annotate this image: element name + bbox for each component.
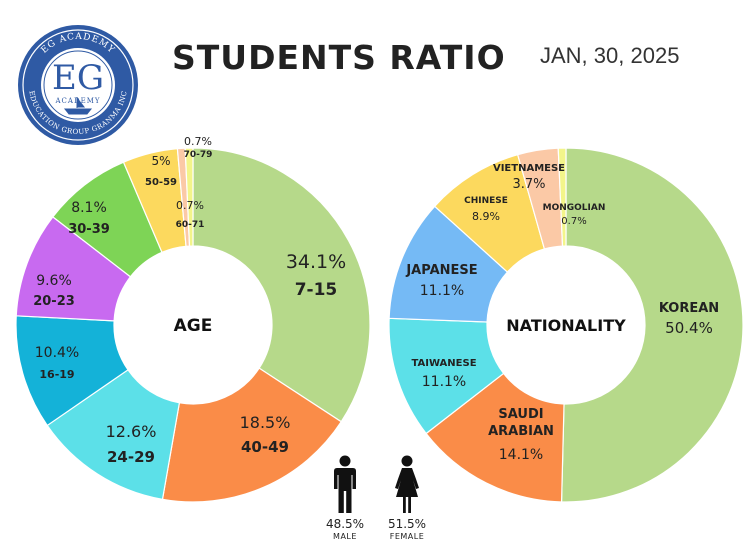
age-pct-label-24-29: 12.6% xyxy=(106,422,157,441)
nationality-pct-label-saudi-arabian: 14.1% xyxy=(499,447,543,463)
age-category-label-20-23: 20-23 xyxy=(33,294,75,309)
nationality-pct-label-japanese: 11.1% xyxy=(420,283,464,299)
age-category-label-24-29: 24-29 xyxy=(107,448,155,466)
ship-icon xyxy=(63,97,93,115)
age-pct-label-16-19: 10.4% xyxy=(35,345,79,361)
age-category-label-16-19: 16-19 xyxy=(39,368,74,381)
nationality-category-label-chinese: CHINESE xyxy=(464,196,508,206)
logo-initials: EG xyxy=(52,58,104,98)
age-pct-label-20-23: 9.6% xyxy=(36,273,72,289)
age-category-label-60-71: 60-71 xyxy=(176,220,205,230)
age-pct-label-60-71: 0.7% xyxy=(176,199,204,212)
nationality-slice-korean xyxy=(560,147,744,503)
age-slice-70-79 xyxy=(184,147,194,247)
age-category-label-70-79: 70-79 xyxy=(184,150,213,160)
male-stat: 48.5% MALE xyxy=(310,455,380,541)
age-category-label-40-49: 40-49 xyxy=(241,438,289,456)
nationality-slice-saudi-arabian xyxy=(425,372,565,503)
nationality-pct-label-chinese: 8.9% xyxy=(472,210,500,223)
female-stat: 51.5% FEMALE xyxy=(372,455,442,541)
nationality-category-label-korean: KOREAN xyxy=(659,301,719,316)
female-icon xyxy=(395,455,419,513)
nationality-center-label: NATIONALITY xyxy=(506,316,626,335)
nationality-slice-mongolian xyxy=(557,147,567,247)
female-pct: 51.5% xyxy=(387,517,427,531)
female-label: FEMALE xyxy=(389,532,425,541)
nationality-pct-label-vietnamese: 3.7% xyxy=(512,177,545,192)
nationality-category-label-taiwanese: TAIWANESE xyxy=(411,358,476,369)
nationality-category-label-vietnamese: VIETNAMESE xyxy=(493,163,565,174)
age-pct-label-7-15: 34.1% xyxy=(286,251,346,273)
nationality-category-label-japanese: JAPANESE xyxy=(405,263,477,278)
eg-academy-logo: EG ACADEMY EDUCATION GROUP GRANMA INC EG… xyxy=(18,25,138,145)
nationality-pct-label-taiwanese: 11.1% xyxy=(422,374,466,390)
age-pct-label-70-79: 0.7% xyxy=(184,135,212,148)
age-slice-40-49 xyxy=(161,367,343,503)
age-category-label-7-15: 7-15 xyxy=(295,280,338,300)
nationality-category-label-mongolian: MONGOLIAN xyxy=(543,203,606,213)
male-label: MALE xyxy=(333,532,357,541)
nationality-pct-label-mongolian: 0.7% xyxy=(561,216,586,227)
page-title: STUDENTS RATIO xyxy=(172,38,506,77)
male-pct: 48.5% xyxy=(325,517,365,531)
nationality-pct-label-korean: 50.4% xyxy=(665,319,713,337)
age-pct-label-30-39: 8.1% xyxy=(71,200,107,216)
age-donut: 34.1% 7-15 18.5% 40-49 12.6% 24-29 10.4% 16-19 9… xyxy=(15,135,371,503)
age-center-label: AGE xyxy=(174,316,213,336)
age-pct-label-40-49: 18.5% xyxy=(240,413,291,432)
report-date: JAN, 30, 2025 xyxy=(540,43,680,68)
age-slice-7-15 xyxy=(192,147,371,423)
age-category-label-50-59: 50-59 xyxy=(145,177,177,188)
nationality-category-label-saudi-arabian: SAUDI ARABIAN xyxy=(488,407,554,439)
age-pct-label-50-59: 5% xyxy=(151,154,170,168)
nationality-donut: 50.4% KOREAN 14.1% SAUDI ARABIAN 11.1% TAIWANE… xyxy=(388,147,744,503)
male-icon xyxy=(334,455,356,513)
age-category-label-30-39: 30-39 xyxy=(68,222,110,237)
